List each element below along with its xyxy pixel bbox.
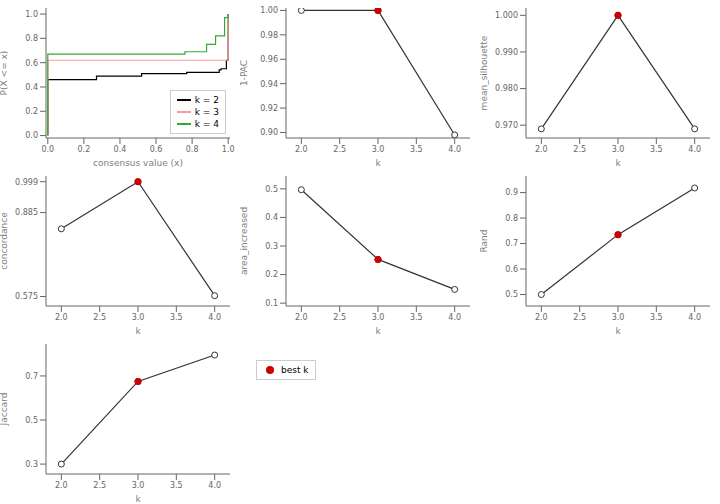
svg-text:0.8: 0.8 (25, 34, 38, 43)
svg-text:0.94: 0.94 (260, 80, 278, 89)
html-text:k = 4: k = 4 (194, 119, 219, 129)
svg-text:0.5: 0.5 (25, 416, 38, 425)
html-text:k = 3: k = 3 (194, 107, 219, 117)
svg-text:2.5: 2.5 (333, 145, 346, 154)
svg-text:0.92: 0.92 (260, 104, 278, 113)
svg-text:2.5: 2.5 (93, 481, 106, 490)
svg-text:0.980: 0.980 (495, 84, 518, 93)
svg-text:consensus value (x): consensus value (x) (93, 158, 183, 168)
svg-text:0.999: 0.999 (15, 178, 38, 187)
svg-text:2.5: 2.5 (333, 313, 346, 322)
svg-text:2.0: 2.0 (55, 313, 68, 322)
svg-text:k: k (375, 326, 381, 336)
svg-text:1.0: 1.0 (25, 10, 38, 19)
svg-text:0.8: 0.8 (186, 145, 199, 154)
svg-text:3.5: 3.5 (410, 145, 423, 154)
svg-text:3.5: 3.5 (170, 481, 183, 490)
svg-text:2.0: 2.0 (535, 313, 548, 322)
svg-text:3.0: 3.0 (132, 481, 145, 490)
svg-text:0.2: 0.2 (78, 145, 91, 154)
svg-text:2.0: 2.0 (295, 313, 308, 322)
svg-text:0.3: 0.3 (25, 460, 38, 469)
svg-text:4.0: 4.0 (208, 313, 221, 322)
svg-text:4.0: 4.0 (448, 313, 461, 322)
svg-text:2.5: 2.5 (93, 313, 106, 322)
svg-text:3.5: 3.5 (410, 313, 423, 322)
svg-text:k: k (615, 326, 621, 336)
svg-text:0.0: 0.0 (25, 131, 38, 140)
svg-text:k: k (375, 158, 381, 168)
html-text:k = 2: k = 2 (194, 95, 219, 105)
svg-text:k: k (135, 494, 141, 504)
svg-text:Jaccard: Jaccard (8, 393, 9, 427)
svg-text:P(X <= x): P(X <= x) (8, 51, 9, 96)
svg-text:2.0: 2.0 (535, 145, 548, 154)
svg-text:0.6: 0.6 (505, 265, 518, 274)
svg-text:4.0: 4.0 (688, 313, 701, 322)
svg-text:1.00: 1.00 (260, 6, 278, 15)
svg-text:4.0: 4.0 (208, 481, 221, 490)
svg-text:0.4: 0.4 (25, 83, 38, 92)
svg-text:1-PAC: 1-PAC (240, 60, 249, 86)
svg-text:k: k (615, 158, 621, 168)
svg-text:2.5: 2.5 (573, 145, 586, 154)
svg-text:4.0: 4.0 (448, 145, 461, 154)
svg-text:0.5: 0.5 (505, 290, 518, 299)
svg-text:0.970: 0.970 (495, 121, 518, 130)
svg-text:0.575: 0.575 (15, 292, 38, 301)
svg-text:0.0: 0.0 (41, 145, 54, 154)
svg-text:0.7: 0.7 (25, 372, 38, 381)
svg-text:0.4: 0.4 (265, 213, 278, 222)
svg-text:3.5: 3.5 (650, 145, 663, 154)
svg-text:0.98: 0.98 (260, 31, 278, 40)
svg-text:3.5: 3.5 (650, 313, 663, 322)
svg-text:3.5: 3.5 (170, 313, 183, 322)
svg-text:area_increased: area_increased (240, 207, 249, 275)
svg-text:3.0: 3.0 (612, 313, 625, 322)
svg-text:3.0: 3.0 (372, 313, 385, 322)
svg-text:1.000: 1.000 (495, 11, 518, 20)
svg-text:2.5: 2.5 (573, 313, 586, 322)
svg-text:3.0: 3.0 (132, 313, 145, 322)
svg-text:0.7: 0.7 (505, 239, 518, 248)
svg-text:0.8: 0.8 (505, 214, 518, 223)
svg-text:0.990: 0.990 (495, 48, 518, 57)
svg-text:2.0: 2.0 (295, 145, 308, 154)
svg-text:0.3: 0.3 (265, 242, 278, 251)
svg-text:k: k (135, 326, 141, 336)
svg-text:0.6: 0.6 (150, 145, 163, 154)
svg-text:0.2: 0.2 (265, 270, 278, 279)
svg-text:0.5: 0.5 (265, 185, 278, 194)
svg-text:2.0: 2.0 (55, 481, 68, 490)
svg-text:mean_silhouette: mean_silhouette (480, 35, 489, 110)
svg-text:4.0: 4.0 (688, 145, 701, 154)
svg-text:0.96: 0.96 (260, 55, 278, 64)
html-text:best k: best k (281, 365, 309, 375)
svg-text:3.0: 3.0 (372, 145, 385, 154)
svg-text:3.0: 3.0 (612, 145, 625, 154)
svg-text:0.1: 0.1 (265, 299, 278, 308)
svg-text:0.90: 0.90 (260, 128, 278, 137)
svg-text:0.2: 0.2 (25, 107, 38, 116)
svg-text:concordance: concordance (8, 212, 9, 270)
svg-text:0.885: 0.885 (15, 208, 38, 217)
svg-text:0.9: 0.9 (505, 188, 518, 197)
svg-text:Rand: Rand (480, 230, 489, 253)
svg-text:0.4: 0.4 (114, 145, 127, 154)
svg-text:1.0: 1.0 (222, 145, 235, 154)
svg-text:0.6: 0.6 (25, 59, 38, 68)
